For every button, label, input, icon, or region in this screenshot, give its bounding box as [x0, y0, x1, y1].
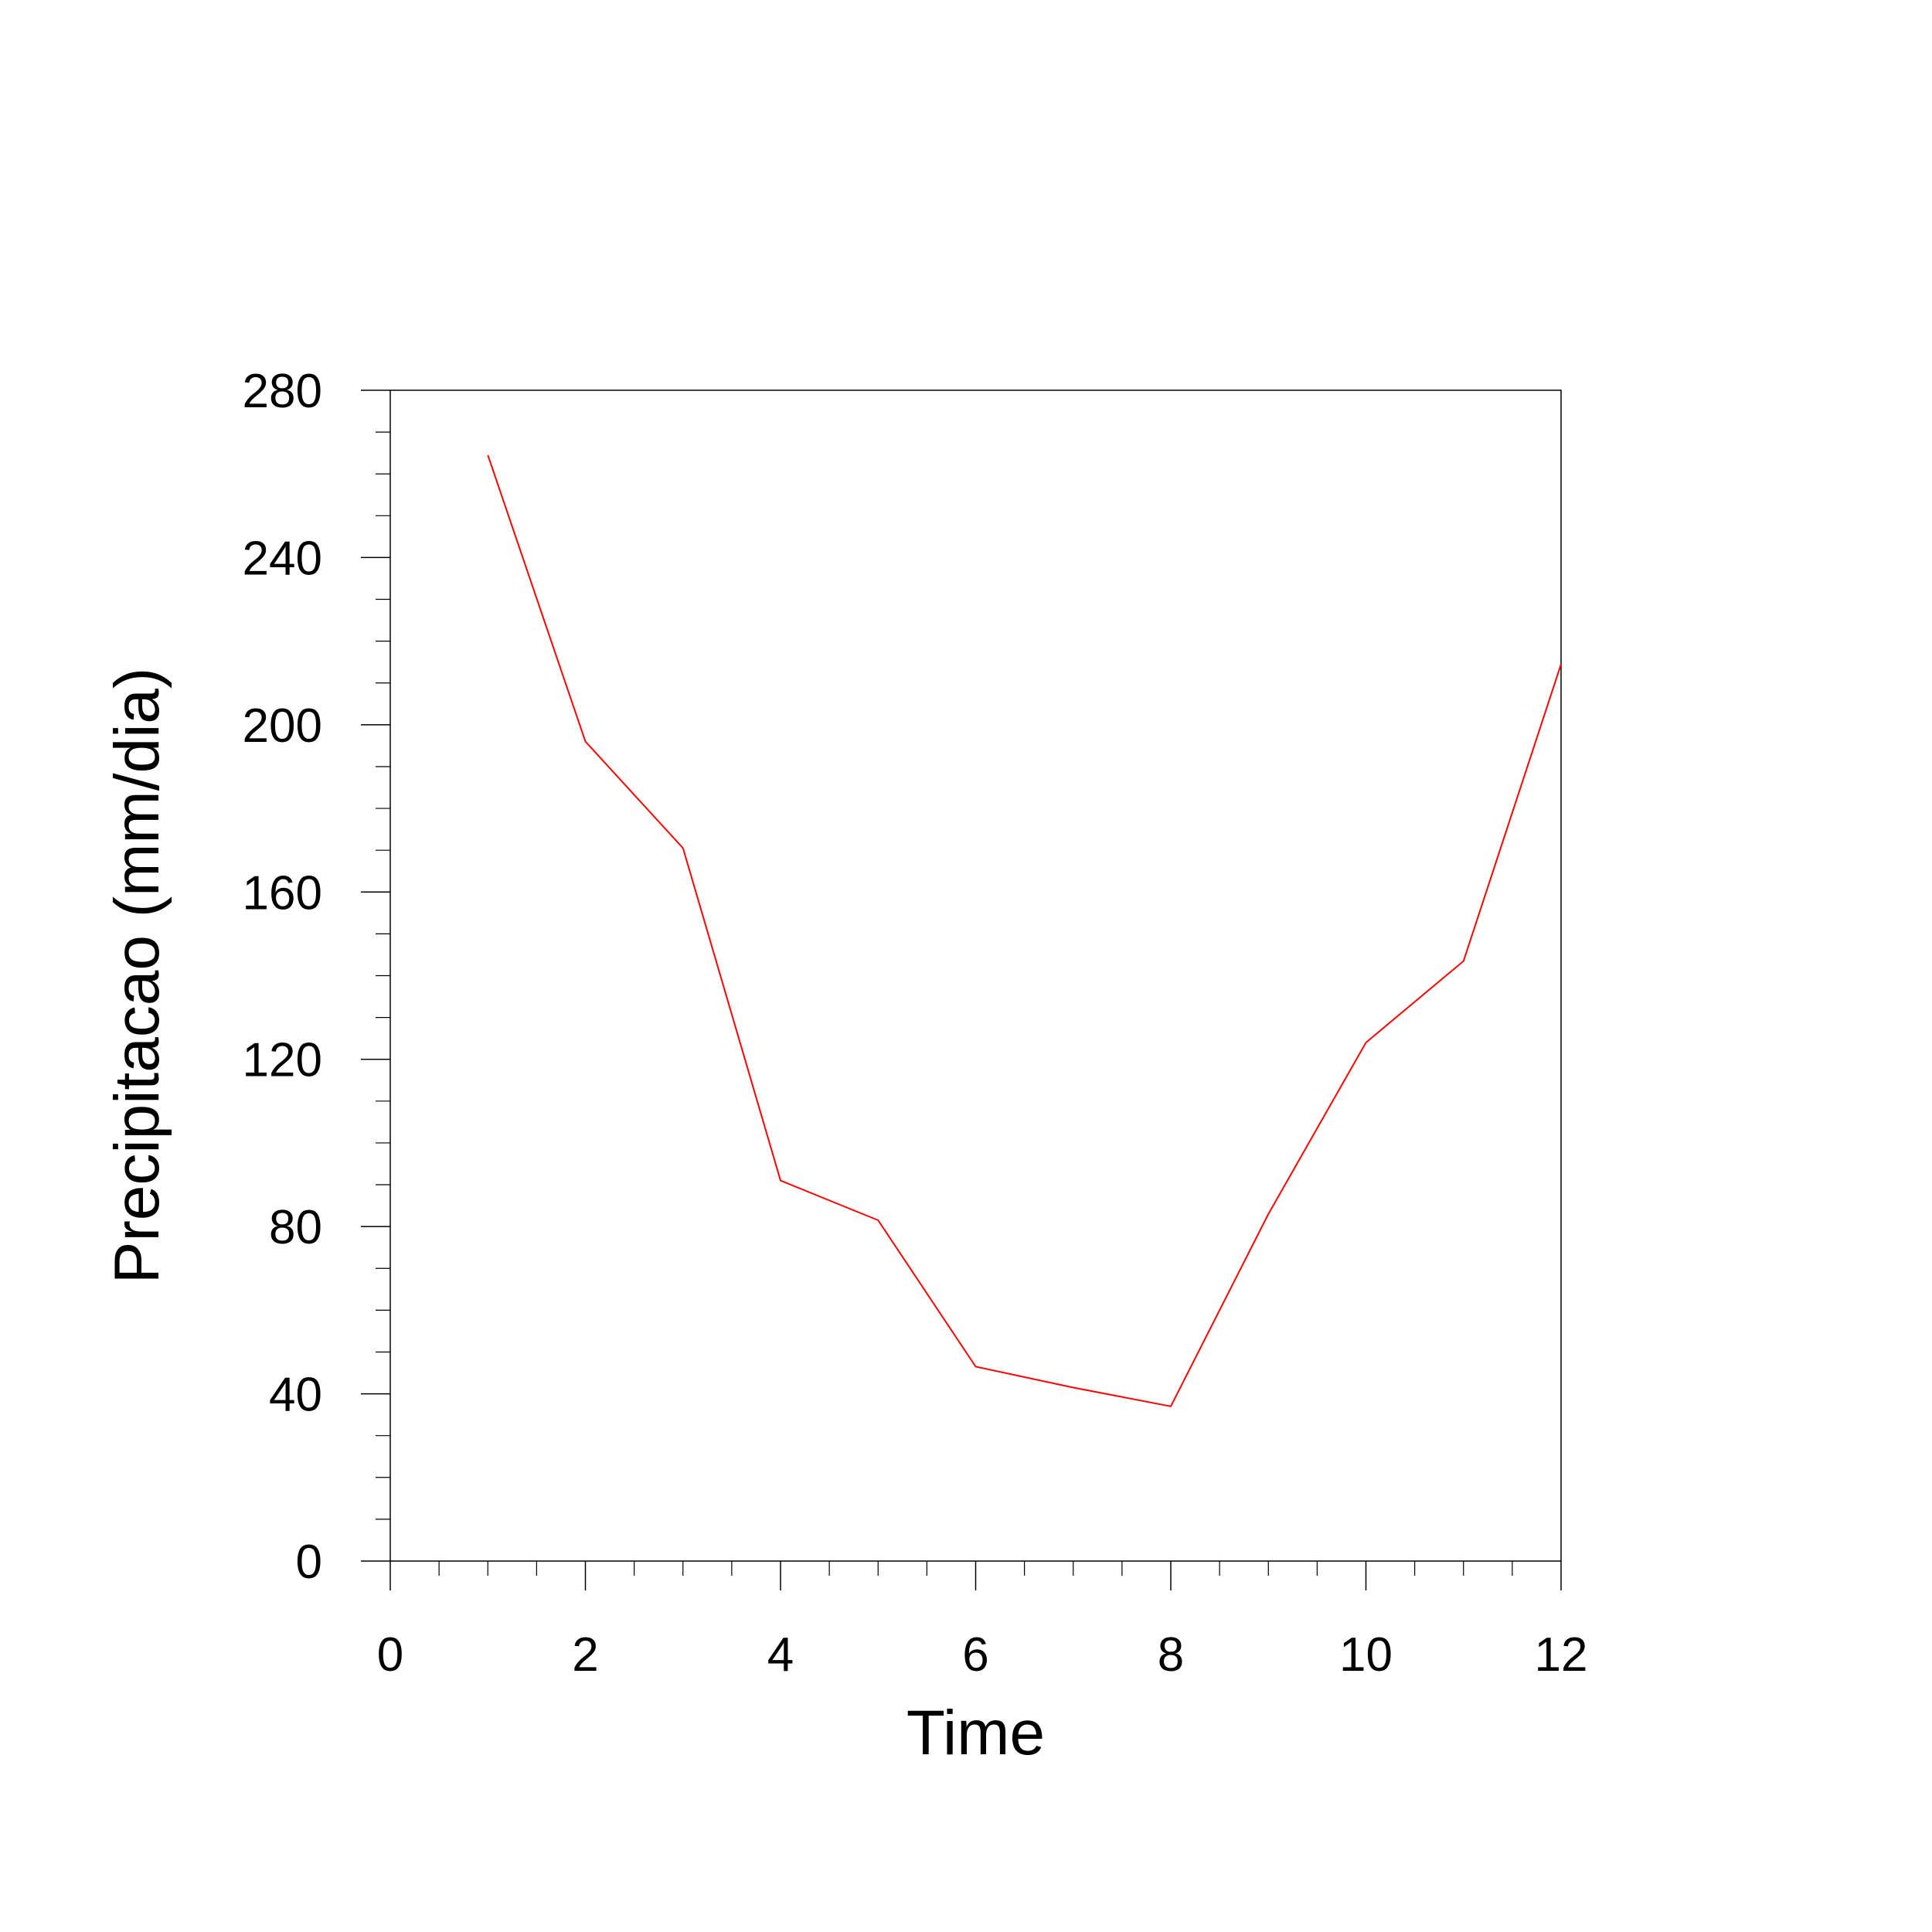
y-tick-label: 40: [269, 1369, 322, 1422]
y-tick-label: 240: [243, 532, 322, 585]
series-group: [487, 454, 1562, 1407]
y-tick-label: 80: [269, 1201, 322, 1254]
x-tick-label: 6: [962, 1628, 988, 1682]
y-axis-title: Precipitacao (mm/dia): [102, 668, 172, 1284]
y-tick-labels: 0 40 80 120 160 200 240 280: [243, 365, 322, 1589]
y-tick-label: 120: [243, 1034, 322, 1087]
plot-frame: [389, 389, 1562, 1562]
x-tick-label: 0: [377, 1628, 403, 1682]
y-tick-label: 280: [243, 365, 322, 418]
y-tick-label: 200: [243, 699, 322, 753]
x-tick-label: 12: [1535, 1628, 1588, 1682]
x-tick-label: 10: [1339, 1628, 1393, 1682]
minor-ticks: [376, 431, 1513, 1576]
x-tick-label: 4: [767, 1628, 794, 1682]
x-axis-title: Time: [906, 1698, 1045, 1768]
x-tick-label: 2: [572, 1628, 598, 1682]
x-tick-labels: 0 2 4 6 8 10 12: [377, 1628, 1588, 1682]
y-tick-label: 160: [243, 866, 322, 920]
x-tick-label: 8: [1158, 1628, 1184, 1682]
major-ticks: [361, 389, 1562, 1590]
series-line: [487, 454, 1562, 1407]
y-tick-label: 0: [296, 1536, 322, 1589]
